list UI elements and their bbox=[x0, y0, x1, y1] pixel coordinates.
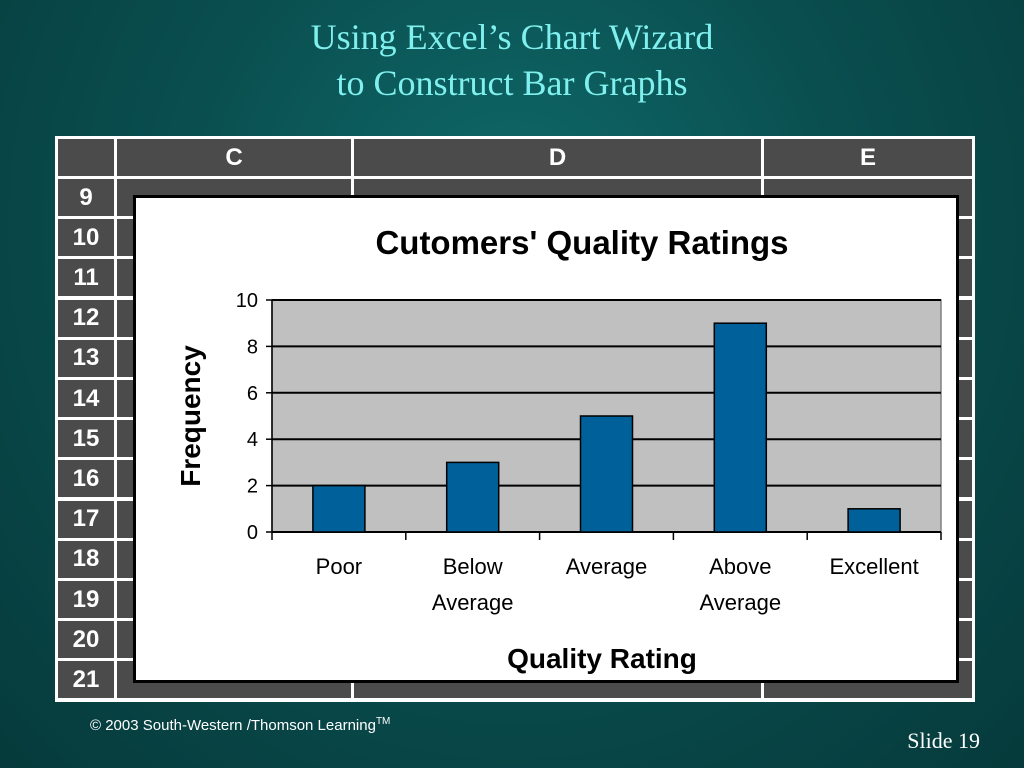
y-tick-label-4: 4 bbox=[247, 429, 258, 451]
x-tick-label-3: Above bbox=[709, 554, 771, 579]
y-tick-label-10: 10 bbox=[236, 290, 258, 312]
y-tick-label-2: 2 bbox=[247, 476, 258, 498]
footer-copyright: © 2003 South-Western /Thomson LearningTM bbox=[90, 716, 390, 734]
slide-title-line-1: Using Excel’s Chart Wizard bbox=[310, 17, 714, 57]
row-header-11: 11 bbox=[58, 259, 114, 297]
row-header-15: 15 bbox=[58, 420, 114, 458]
row-header-14: 14 bbox=[58, 380, 114, 417]
row-header-13: 13 bbox=[58, 339, 114, 377]
row-header-17: 17 bbox=[58, 500, 114, 538]
row-header-18: 18 bbox=[58, 540, 114, 578]
row-header-16: 16 bbox=[58, 460, 114, 498]
copyright-text: © 2003 South-Western /Thomson Learning bbox=[90, 717, 376, 734]
slide-number: Slide 19 bbox=[907, 728, 980, 754]
x-axis-title: Quality Rating bbox=[507, 643, 697, 674]
column-header-c: C bbox=[117, 139, 351, 176]
bar-3 bbox=[713, 322, 768, 533]
column-header-d: D bbox=[354, 139, 761, 176]
trademark-mark: TM bbox=[375, 716, 391, 727]
slide-number-value: 19 bbox=[958, 728, 980, 753]
row-header-9: 9 bbox=[58, 179, 114, 216]
y-axis-title: Frequency bbox=[175, 345, 206, 487]
corner-cell bbox=[58, 139, 114, 176]
y-tick-label-6: 6 bbox=[247, 383, 258, 405]
column-header-e: E bbox=[764, 139, 972, 176]
bar-chart: Cutomers' Quality Ratings 0 2 4 6 8 10 Poor Belo… bbox=[175, 224, 942, 674]
bar-0 bbox=[312, 484, 366, 533]
bar-1 bbox=[445, 461, 500, 533]
slide-title-line-2: to Construct Bar Graphs bbox=[336, 63, 688, 103]
chart-title: Cutomers' Quality Ratings bbox=[375, 224, 788, 261]
chart-area: Cutomers' Quality Ratings 0 2 4 6 8 10 Poor Belo… bbox=[133, 195, 959, 683]
bar-4 bbox=[847, 508, 901, 533]
row-header-19: 19 bbox=[58, 581, 114, 618]
x-tick-label-1: Below bbox=[443, 554, 503, 579]
row-header-21: 21 bbox=[58, 661, 114, 699]
slide-title: Using Excel’s Chart Wizard to Construct … bbox=[0, 14, 1024, 106]
row-header-12: 12 bbox=[58, 299, 114, 337]
x-tick-label-4: Excellent bbox=[829, 554, 918, 579]
x-tick-label-0: Poor bbox=[316, 554, 362, 579]
x-tick-label-3: Average bbox=[700, 590, 782, 615]
y-tick-label-8: 8 bbox=[247, 336, 258, 358]
x-tick-label-1: Average bbox=[432, 590, 514, 615]
x-tick-label-2: Average bbox=[566, 554, 648, 579]
y-tick-label-0: 0 bbox=[247, 522, 258, 544]
bar-2 bbox=[579, 415, 634, 533]
row-header-20: 20 bbox=[58, 621, 114, 659]
slide-label: Slide bbox=[907, 728, 953, 753]
row-header-10: 10 bbox=[58, 219, 114, 257]
